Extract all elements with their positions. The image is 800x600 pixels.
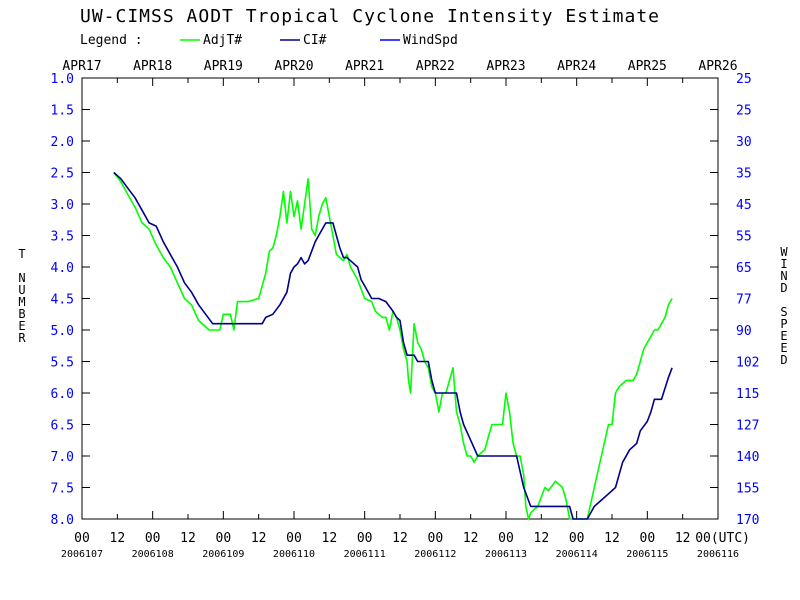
date-label: APR21	[345, 59, 384, 74]
legend: Legend : AdjT# CI# WindSpd	[80, 33, 458, 48]
date-label: APR24	[557, 59, 596, 74]
axis-title-char: N	[18, 271, 25, 285]
ticks-layer	[81, 77, 719, 520]
axis-title-char: W	[780, 245, 788, 259]
julian-label: 2006113	[485, 549, 527, 560]
axis-title-char: S	[780, 305, 787, 319]
hour-label: 12	[463, 531, 479, 546]
axis-title-char: P	[780, 317, 787, 331]
hour-label: 12	[322, 531, 338, 546]
julian-label: 2006110	[273, 549, 315, 560]
hour-label: 00	[498, 531, 514, 546]
hour-label: 00	[286, 531, 302, 546]
y-tick-label: 2.5	[51, 167, 74, 182]
axis-title-char: M	[18, 295, 25, 309]
y2-tick-label: 25	[736, 72, 752, 87]
y-tick-label: 1.0	[51, 72, 74, 87]
julian-label: 2006111	[344, 549, 386, 560]
y-tick-label: 8.0	[51, 513, 74, 528]
y2-tick-label: 45	[736, 198, 752, 213]
y2-tick-label: 115	[736, 387, 759, 402]
axis-title-char: T	[18, 247, 25, 261]
date-label: APR19	[204, 59, 243, 74]
y-tick-label: 1.5	[51, 104, 74, 119]
hour-label: 00	[640, 531, 656, 546]
axis-title-char: U	[18, 283, 25, 297]
hour-label: 12	[392, 531, 408, 546]
date-label: APR17	[62, 59, 101, 74]
axis-title-char: R	[18, 331, 26, 345]
y2-tick-label: 127	[736, 419, 759, 434]
y2-tick-label: 77	[736, 293, 752, 308]
hour-label: 00	[357, 531, 373, 546]
date-label: APR22	[416, 59, 455, 74]
axis-title-char: E	[18, 319, 25, 333]
y-tick-label: 4.5	[51, 293, 74, 308]
y-tick-label: 7.5	[51, 482, 74, 497]
axis-title-char: D	[780, 281, 787, 295]
julian-label: 2006107	[61, 549, 103, 560]
y2-tick-label: 155	[736, 482, 759, 497]
series-layer	[113, 171, 673, 520]
y-tick-label: 4.0	[51, 261, 74, 276]
date-label: APR20	[274, 59, 313, 74]
julian-label: 2006108	[132, 549, 174, 560]
hour-label: 12	[534, 531, 550, 546]
y-tick-label: 5.0	[51, 324, 74, 339]
y-tick-label: 6.5	[51, 419, 74, 434]
labels-layer: 1.0 25 1.5 25 2.0 30 2.5 35 3.0 45 3.5 55 4.0 65 4.5 77…	[51, 59, 760, 560]
legend-entry-adjt: AdjT#	[203, 33, 242, 48]
julian-label: 2006115	[626, 549, 668, 560]
date-label: APR23	[486, 59, 525, 74]
series-line-ci	[113, 171, 673, 520]
y2-tick-label: 140	[736, 450, 759, 465]
hour-label: 12	[180, 531, 196, 546]
julian-label: 2006112	[414, 549, 456, 560]
y2-tick-label: 65	[736, 261, 752, 276]
y2-tick-label: 102	[736, 356, 759, 371]
julian-label: 2006114	[556, 549, 598, 560]
axis-title-char: N	[780, 269, 787, 283]
y2-tick-label: 55	[736, 230, 752, 245]
y-tick-label: 3.5	[51, 230, 74, 245]
y-tick-label: 7.0	[51, 450, 74, 465]
legend-label: Legend :	[80, 33, 143, 48]
hour-label: 00	[216, 531, 232, 546]
y-tick-label: 6.0	[51, 387, 74, 402]
hour-label: 00	[145, 531, 161, 546]
y2-tick-label: 90	[736, 324, 752, 339]
julian-label: 2006116	[697, 549, 739, 560]
legend-entry-windspd: WindSpd	[403, 33, 458, 48]
hour-label: 12	[675, 531, 691, 546]
hour-label: 00	[74, 531, 90, 546]
date-label: APR26	[698, 59, 737, 74]
utc-label: 00(UTC)	[695, 531, 750, 546]
axis-title-char: E	[780, 329, 787, 343]
legend-entry-ci: CI#	[303, 33, 327, 48]
hour-label: 00	[428, 531, 444, 546]
date-label: APR25	[628, 59, 667, 74]
hour-label: 00	[569, 531, 585, 546]
hour-label: 12	[604, 531, 620, 546]
y-tick-label: 2.0	[51, 135, 74, 150]
axis-title-char: E	[780, 341, 787, 355]
chart-title: UW-CIMSS AODT Tropical Cyclone Intensity…	[80, 6, 660, 27]
y2-tick-label: 170	[736, 513, 759, 528]
axis-title-char: I	[780, 257, 787, 271]
date-label: APR18	[133, 59, 172, 74]
axis-title-char: B	[18, 307, 25, 321]
hour-label: 12	[110, 531, 126, 546]
hour-label: 12	[251, 531, 267, 546]
y-tick-label: 5.5	[51, 356, 74, 371]
axis-title-char: D	[780, 353, 787, 367]
julian-label: 2006109	[202, 549, 244, 560]
y2-tick-label: 25	[736, 104, 752, 119]
y2-tick-label: 35	[736, 167, 752, 182]
y2-tick-label: 30	[736, 135, 752, 150]
y-tick-label: 3.0	[51, 198, 74, 213]
